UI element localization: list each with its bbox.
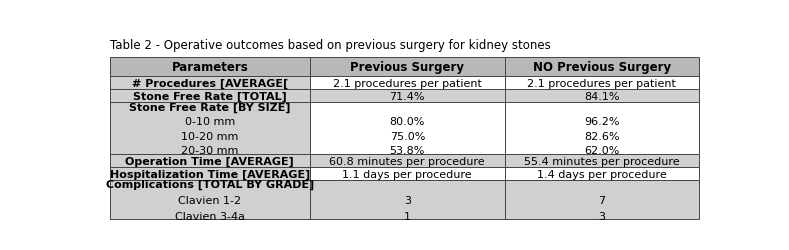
Bar xyxy=(505,90,699,103)
Text: 96.2%: 96.2% xyxy=(584,117,619,127)
Bar xyxy=(310,90,505,103)
Text: Table 2 - Operative outcomes based on previous surgery for kidney stones: Table 2 - Operative outcomes based on pr… xyxy=(110,39,551,52)
Text: 75.0%: 75.0% xyxy=(390,131,425,141)
Text: Clavien 3-4a: Clavien 3-4a xyxy=(175,212,245,222)
Text: # Procedures [AVERAGE[: # Procedures [AVERAGE[ xyxy=(132,78,288,89)
Text: Hospitalization Time [AVERAGE]: Hospitalization Time [AVERAGE] xyxy=(110,169,310,179)
Bar xyxy=(505,103,699,155)
Text: 7: 7 xyxy=(598,195,605,205)
Bar xyxy=(310,155,505,168)
Text: 3: 3 xyxy=(598,212,605,222)
Text: Clavien 1-2: Clavien 1-2 xyxy=(178,195,241,205)
Bar xyxy=(310,181,505,220)
Text: 84.1%: 84.1% xyxy=(584,92,619,102)
Text: 20-30 mm: 20-30 mm xyxy=(181,146,238,156)
Bar xyxy=(310,103,505,155)
Text: Parameters: Parameters xyxy=(171,61,249,74)
Text: Stone Free Rate [TOTAL]: Stone Free Rate [TOTAL] xyxy=(133,92,286,102)
Bar xyxy=(310,77,505,90)
Text: 53.8%: 53.8% xyxy=(390,146,425,156)
Text: 71.4%: 71.4% xyxy=(390,92,425,102)
Bar xyxy=(505,155,699,168)
Bar xyxy=(505,77,699,90)
Text: 2.1 procedures per patient: 2.1 procedures per patient xyxy=(527,79,676,88)
Bar xyxy=(110,103,310,155)
Bar xyxy=(310,58,505,77)
Text: 80.0%: 80.0% xyxy=(390,117,425,127)
Text: Previous Surgery: Previous Surgery xyxy=(350,61,464,74)
Text: 1.4 days per procedure: 1.4 days per procedure xyxy=(537,169,667,179)
Text: 1.1 days per procedure: 1.1 days per procedure xyxy=(342,169,472,179)
Text: 10-20 mm: 10-20 mm xyxy=(181,131,238,141)
Bar xyxy=(110,90,310,103)
Bar xyxy=(505,181,699,220)
Bar xyxy=(505,58,699,77)
Text: Operation Time [AVERAGE]: Operation Time [AVERAGE] xyxy=(125,156,294,166)
Text: Complications [TOTAL BY GRADE]: Complications [TOTAL BY GRADE] xyxy=(106,179,314,189)
Text: 62.0%: 62.0% xyxy=(584,146,619,156)
Text: 55.4 minutes per procedure: 55.4 minutes per procedure xyxy=(524,156,679,166)
Bar xyxy=(505,168,699,181)
Text: Stone Free Rate [BY SIZE]: Stone Free Rate [BY SIZE] xyxy=(129,102,290,112)
Bar xyxy=(110,155,310,168)
Bar xyxy=(110,58,310,77)
Text: NO Previous Surgery: NO Previous Surgery xyxy=(533,61,671,74)
Bar xyxy=(310,168,505,181)
Bar xyxy=(110,77,310,90)
Bar xyxy=(110,181,310,220)
Text: 1: 1 xyxy=(404,212,411,222)
Text: 3: 3 xyxy=(404,195,411,205)
Text: 82.6%: 82.6% xyxy=(584,131,619,141)
Text: 60.8 minutes per procedure: 60.8 minutes per procedure xyxy=(330,156,485,166)
Text: 2.1 procedures per patient: 2.1 procedures per patient xyxy=(333,79,482,88)
Bar xyxy=(110,168,310,181)
Text: 0-10 mm: 0-10 mm xyxy=(185,117,235,127)
